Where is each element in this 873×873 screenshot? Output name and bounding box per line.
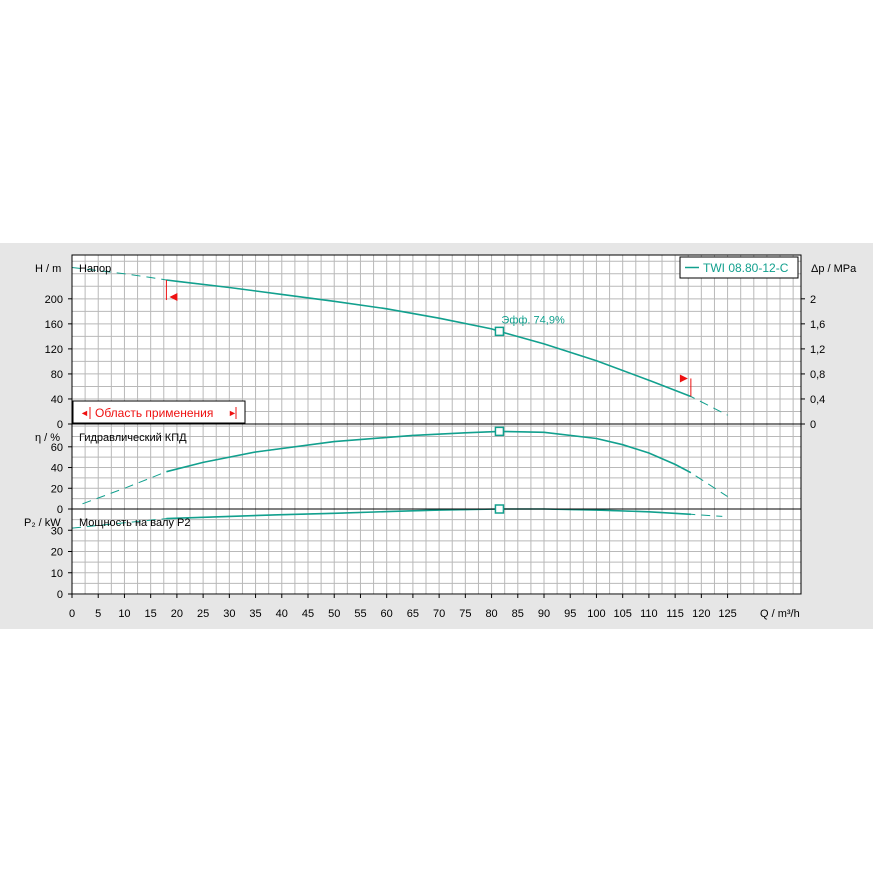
x-tick-label: 125 [718,608,736,620]
range-end-flag-icon [679,374,688,383]
curve-operating-range [166,279,692,398]
x-tick-label: 5 [95,608,101,620]
duty-point-marker [494,426,505,437]
x-tick-label: 75 [459,608,471,620]
x-tick-label: 40 [276,608,288,620]
x-tick-label: 90 [538,608,550,620]
range-left-arrow-icon: ◄ [80,408,89,418]
pressure-tick-label: 0,4 [810,394,825,406]
pump-curve-panel: Напор Гидравлический КПД Мощность на вал… [0,243,873,629]
flow-axis-label: Q / m³/h [760,608,800,620]
x-tick-label: 20 [171,608,183,620]
y-tick-label: 120 [45,344,63,356]
y-tick-label: 0 [57,419,63,431]
x-tick-label: 85 [512,608,524,620]
plot-area [72,255,801,595]
pressure-tick-label: 0 [810,419,816,431]
power-axis-label: P₂ / kW [24,517,61,529]
duty-point-marker [494,504,505,514]
y-tick-label: 30 [51,525,63,537]
x-tick-label: 95 [564,608,576,620]
x-tick-label: 50 [328,608,340,620]
y-tick-label: 0 [57,589,63,601]
y-tick-label: 10 [51,568,63,580]
pressure-tick-label: 0,8 [810,369,825,381]
y-tick-label: 20 [51,547,63,559]
range-box-label: Область применения [95,406,213,420]
overlays [165,280,692,514]
power-panel-title: Мощность на валу P2 [79,517,191,529]
pump-curve-chart: Напор Гидравлический КПД Мощность на вал… [24,254,857,620]
x-tick-label: 55 [354,608,366,620]
curves [71,267,728,529]
x-tick-label: 30 [223,608,235,620]
efficiency-panel-title: Гидравлический КПД [79,432,187,444]
x-tick-label: 60 [381,608,393,620]
x-tick-label: 115 [666,608,684,620]
y-tick-label: 40 [51,463,63,475]
pressure-tick-label: 1,6 [810,319,825,331]
x-tick-label: 80 [485,608,497,620]
x-tick-label: 45 [302,608,314,620]
x-tick-label: 70 [433,608,445,620]
pressure-tick-label: 1,2 [810,344,825,356]
legend: TWI 08.80-12-C [679,256,799,279]
tick-labels: 0 5 10 15 20 25 30 35 40 45 50 55 60 65 70 75 80 85 90 95 10… [45,294,826,620]
efficiency-annotation: Эфф. 74,9% [501,314,565,326]
range-right-arrow-icon: ► [228,408,237,418]
y-tick-label: 40 [51,394,63,406]
y-tick-label: 0 [57,504,63,516]
axis-labels: Напор Гидравлический КПД Мощность на вал… [24,263,857,620]
range-start-flag-icon [169,293,178,302]
pressure-tick-label: 2 [810,294,816,306]
efficiency-axis-label: η / % [35,432,60,444]
head-axis-label: H / m [35,263,61,275]
x-tick-label: 10 [118,608,130,620]
head-panel-title: Напор [79,263,111,275]
y-tick-label: 20 [51,483,63,495]
y-tick-label: 160 [45,319,63,331]
range-box-frame [72,400,246,424]
y-tick-label: 200 [45,294,63,306]
x-tick-label: 65 [407,608,419,620]
pressure-axis-label: Δp / MPa [811,263,857,275]
x-tick-label: 0 [69,608,75,620]
x-tick-label: 35 [249,608,261,620]
x-tick-label: 15 [145,608,157,620]
y-tick-label: 80 [51,369,63,381]
x-tick-label: 110 [640,608,658,620]
y-tick-label: 60 [51,442,63,454]
x-tick-label: 25 [197,608,209,620]
operating-range-box: ◄ Область применения ► [72,400,246,424]
curve-operating-range [166,508,691,520]
legend-box [679,256,799,279]
x-tick-label: 105 [614,608,632,620]
x-tick-label: 100 [587,608,605,620]
duty-point-marker [494,326,505,337]
legend-label: TWI 08.80-12-C [703,261,789,275]
x-tick-label: 120 [692,608,710,620]
